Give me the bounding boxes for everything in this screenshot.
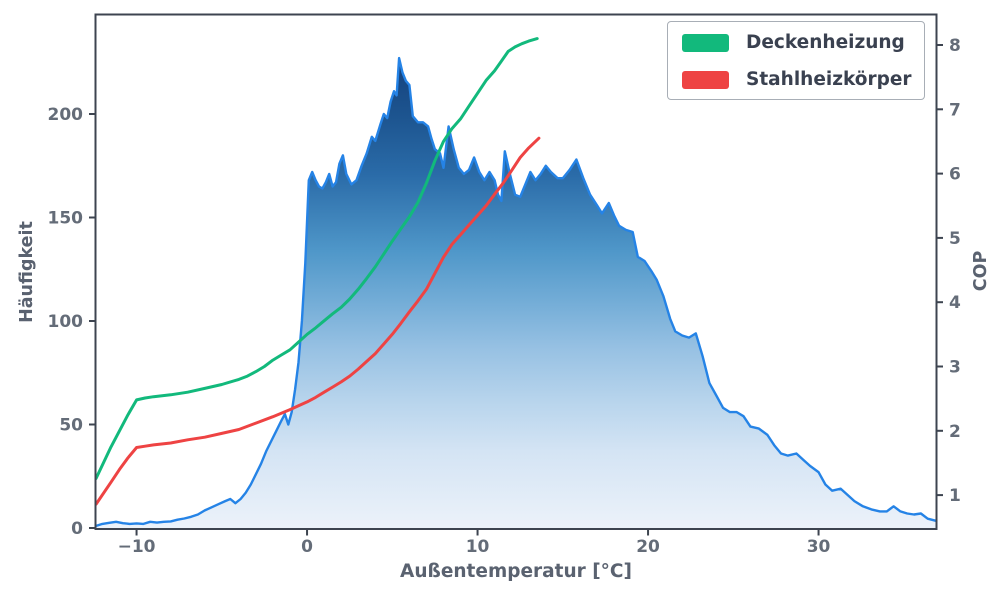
y-right-tick-label: 1: [949, 486, 961, 506]
legend-swatch-stahlheizkoerper: [682, 71, 729, 89]
y-left-tick-label: 0: [71, 519, 83, 539]
x-tick-label: 10: [466, 537, 490, 557]
y-right-tick-label: 6: [949, 165, 961, 185]
legend: Deckenheizung Stahlheizkörper: [667, 21, 925, 100]
y-right-tick-label: 4: [949, 293, 961, 313]
x-tick-label: 20: [636, 537, 660, 557]
y-right-tick-label: 8: [949, 36, 961, 56]
y-right-tick-label: 2: [949, 422, 961, 442]
legend-swatch-deckenheizung: [682, 34, 729, 52]
x-tick-label: 0: [301, 537, 313, 557]
y-right-tick-label: 3: [949, 358, 961, 378]
y-left-tick-label: 50: [59, 416, 83, 436]
legend-label-deckenheizung: Deckenheizung: [746, 31, 905, 53]
y-right-tick-label: 5: [949, 229, 961, 249]
legend-item-stahlheizkoerper: Stahlheizkörper: [682, 68, 912, 91]
histogram-area: [96, 58, 937, 529]
plot-border: [94, 13, 938, 530]
cop-line-deckenheizung: [94, 37, 539, 480]
x-tick-label: −10: [118, 537, 156, 557]
y-left-tick-label: 150: [48, 209, 84, 229]
histogram-outline: [94, 56, 938, 528]
x-tick-label: 30: [807, 537, 831, 557]
y-left-tick-label: 200: [48, 105, 84, 125]
x-axis-label: Außentemperatur [°C]: [400, 561, 632, 582]
y-right-axis-label: COP: [971, 250, 991, 292]
legend-label-stahlheizkoerper: Stahlheizkörper: [746, 68, 912, 90]
y-right-tick-label: 7: [949, 100, 961, 120]
cop-line-stahlheizkoerper: [94, 136, 541, 506]
y-left-axis-label: Häufigkeit: [17, 221, 37, 323]
legend-item-deckenheizung: Deckenheizung: [682, 32, 910, 54]
y-left-tick-label: 100: [48, 312, 84, 332]
